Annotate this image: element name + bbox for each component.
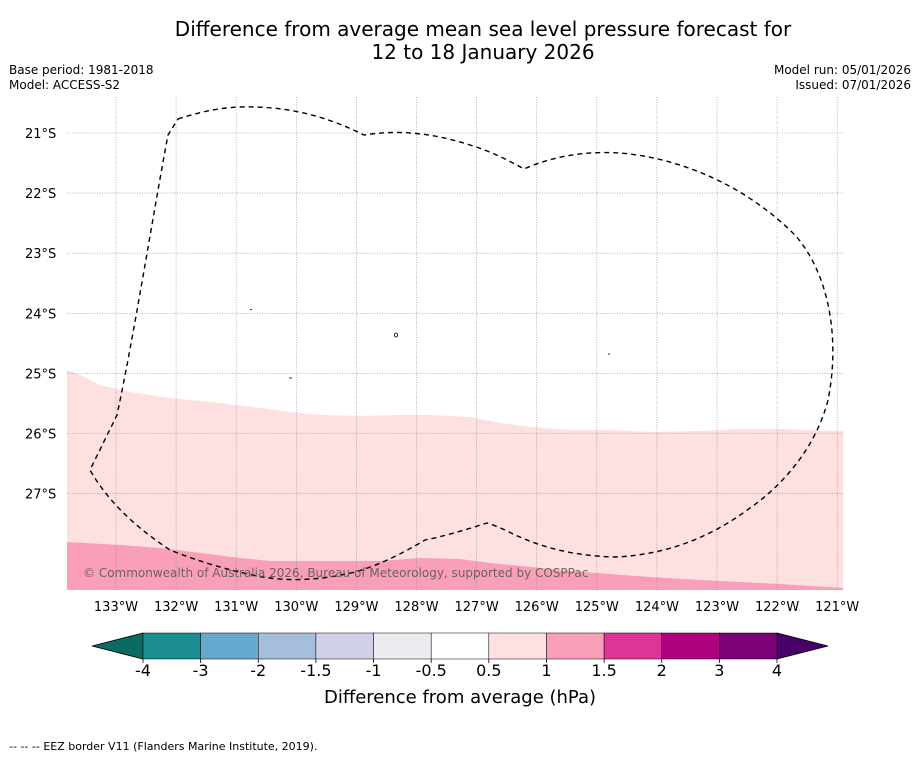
lon-label: 122°W bbox=[755, 600, 799, 615]
base-period: Base period: 1981-2018 bbox=[9, 63, 154, 77]
colorbar-segment bbox=[258, 632, 317, 660]
lon-label: 129°W bbox=[334, 600, 378, 615]
colorbar-segment bbox=[430, 632, 490, 660]
colorbar-tick-label: 0.5 bbox=[476, 661, 501, 680]
colorbar-segment bbox=[200, 632, 259, 660]
model-run: Model run: 05/01/2026 bbox=[773, 63, 911, 77]
issued-date: Issued: 07/01/2026 bbox=[795, 78, 911, 92]
title-line-2: 12 to 18 January 2026 bbox=[371, 40, 595, 64]
colorbar-label: Difference from average (hPa) bbox=[324, 687, 596, 708]
lon-label: 128°W bbox=[394, 600, 438, 615]
anomaly-band-1-15 bbox=[67, 542, 843, 590]
model-name: Model: ACCESS-S2 bbox=[9, 78, 121, 92]
lon-label: 123°W bbox=[695, 600, 739, 615]
colorbar-segment bbox=[719, 632, 778, 660]
lon-label: 121°W bbox=[815, 600, 859, 615]
island-markers bbox=[249, 308, 610, 379]
lat-label: 27°S bbox=[25, 488, 56, 503]
colorbar: -4 -3 -2 -1.5 -1 -0.5 0.5 1 1.5 2 3 4 bbox=[91, 632, 829, 680]
lon-label: 130°W bbox=[274, 600, 318, 615]
colorbar-tick-label: 1.5 bbox=[591, 661, 616, 680]
eez-legend: -- -- -- EEZ border V11 (Flanders Marine… bbox=[9, 740, 317, 753]
lat-label: 25°S bbox=[25, 367, 56, 382]
lon-label: 133°W bbox=[94, 600, 138, 615]
colorbar-segment bbox=[315, 632, 374, 660]
colorbar-tick-label: -0.5 bbox=[416, 661, 447, 680]
graticule bbox=[67, 97, 843, 590]
colorbar-segment bbox=[373, 632, 432, 660]
lat-label: 24°S bbox=[25, 307, 56, 322]
colorbar-tick-label: 4 bbox=[772, 661, 782, 680]
lat-label: 26°S bbox=[25, 428, 56, 443]
lat-label: 21°S bbox=[25, 127, 56, 142]
longitude-labels: 133°W 132°W 131°W 130°W 129°W 128°W 127°W 126°W… bbox=[94, 600, 860, 615]
island-mark bbox=[249, 308, 253, 311]
lat-label: 23°S bbox=[25, 247, 56, 262]
colorbar-tick-label: 2 bbox=[657, 661, 667, 680]
colorbar-segment bbox=[142, 632, 201, 660]
lon-label: 126°W bbox=[515, 600, 559, 615]
eez-border bbox=[89, 106, 834, 581]
colorbar-tick-label: 3 bbox=[714, 661, 724, 680]
colorbar-segment bbox=[546, 632, 605, 660]
lon-label: 132°W bbox=[154, 600, 198, 615]
lon-label: 131°W bbox=[214, 600, 258, 615]
colorbar-segment bbox=[488, 632, 547, 660]
anomaly-band-05-1 bbox=[67, 370, 843, 590]
colorbar-segment bbox=[661, 632, 720, 660]
lon-label: 125°W bbox=[575, 600, 619, 615]
colorbar-tick-label: -2 bbox=[250, 661, 266, 680]
colorbar-tick-label: -1 bbox=[366, 661, 382, 680]
lat-label: 22°S bbox=[25, 187, 56, 202]
latitude-labels: 21°S 22°S 23°S 24°S 25°S 26°S 27°S bbox=[25, 127, 56, 503]
meta-left: Base period: 1981-2018 Model: ACCESS-S2 bbox=[9, 63, 154, 93]
meta-right: Model run: 05/01/2026 Issued: 07/01/2026 bbox=[774, 63, 911, 93]
map-title: Difference from average mean sea level p… bbox=[0, 18, 919, 64]
colorbar-tick-label: -3 bbox=[193, 661, 209, 680]
copyright-text: © Commonwealth of Australia 2026, Bureau… bbox=[83, 566, 588, 580]
colorbar-tick-label: -1.5 bbox=[300, 661, 331, 680]
colorbar-under-arrow bbox=[91, 632, 144, 660]
colorbar-over-arrow bbox=[776, 632, 829, 660]
colorbar-tick-label: -4 bbox=[135, 661, 151, 680]
lon-label: 124°W bbox=[635, 600, 679, 615]
eez-legend-text: EEZ border V11 (Flanders Marine Institut… bbox=[43, 740, 318, 753]
lon-label: 127°W bbox=[455, 600, 499, 615]
eez-legend-symbol: -- -- -- bbox=[9, 740, 40, 753]
colorbar-tick-label: 1 bbox=[541, 661, 551, 680]
colorbar-segment bbox=[603, 632, 662, 660]
island-mark bbox=[394, 332, 398, 338]
title-line-1: Difference from average mean sea level p… bbox=[174, 17, 792, 41]
